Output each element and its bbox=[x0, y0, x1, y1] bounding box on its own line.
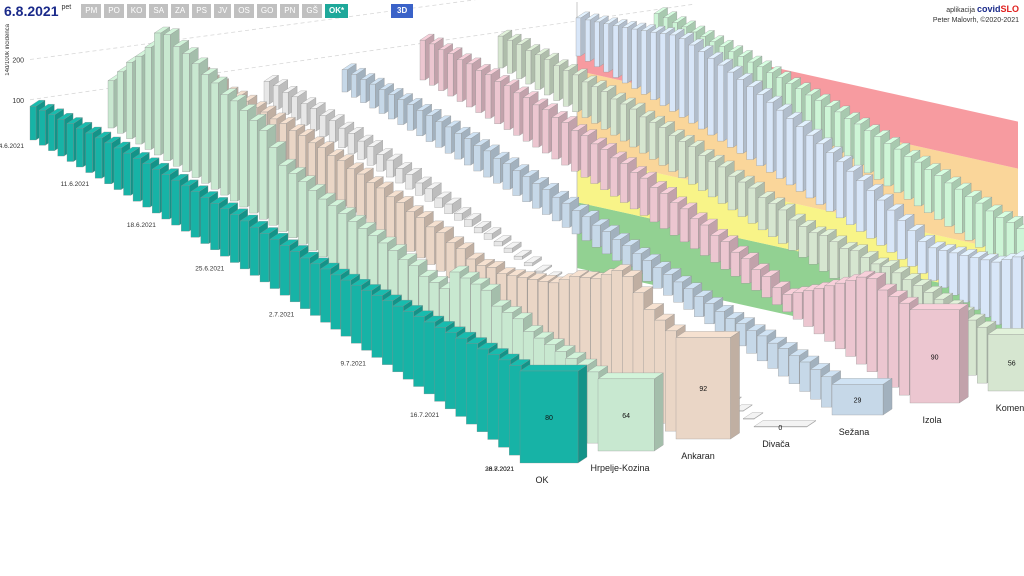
x-tick-label-5: 9.7.2021 bbox=[341, 360, 367, 367]
region-button-7[interactable]: OS bbox=[234, 4, 254, 18]
bar-divača-48 bbox=[742, 412, 764, 420]
row-label-izola: Izola bbox=[922, 415, 941, 425]
bar-divača-19 bbox=[444, 197, 462, 215]
row-label-divača: Divača bbox=[762, 439, 790, 449]
view-3d-button[interactable]: 3D bbox=[391, 4, 414, 18]
value-label-sežana: 29 bbox=[854, 398, 862, 405]
bar-divača-24 bbox=[493, 235, 512, 247]
region-button-8[interactable]: GO bbox=[256, 4, 278, 18]
x-axis-ticks: 4.6.2021 11.6.2021 18.6.2021 25.6.2021 2.7.2… bbox=[0, 143, 514, 473]
row-label-komen: Komen bbox=[996, 403, 1024, 413]
app-prefix: aplikacija bbox=[946, 7, 976, 14]
bar-divača-21 bbox=[463, 213, 482, 227]
region-button-10[interactable]: GŠ bbox=[302, 4, 322, 18]
app-name-part1[interactable]: covid bbox=[976, 4, 1001, 14]
y-axis-label: 14d/100k incidenca bbox=[5, 24, 11, 76]
x-tick-label-6: 16.7.2021 bbox=[410, 412, 439, 419]
bar-divača-20 bbox=[453, 207, 472, 221]
region-button-1[interactable]: PO bbox=[104, 4, 124, 18]
bar-hrpelje-kozina-49 bbox=[597, 372, 664, 452]
bar-komen-49 bbox=[987, 328, 1024, 392]
value-labels: 806492029905610466 bbox=[545, 354, 1016, 432]
value-label-divača: 0 bbox=[778, 425, 782, 432]
x-tick-label-3: 25.6.2021 bbox=[195, 266, 224, 273]
region-button-3[interactable]: SA bbox=[149, 4, 169, 18]
row-labels: OK Hrpelje-Kozina Ankaran Divača Sežana Izola… bbox=[535, 403, 1024, 485]
bar-divača-15 bbox=[405, 167, 423, 190]
row-label-sežana: Sežana bbox=[839, 427, 870, 437]
region-buttons: PM PO KO SA ZA PS JV OS GO PN GŠ OK* bbox=[81, 4, 351, 18]
bar-ankaran-49 bbox=[675, 331, 741, 440]
row-label-ok: OK bbox=[535, 475, 548, 485]
bar-koper-44 bbox=[1011, 250, 1024, 341]
y-axis-ticks: 100 200 bbox=[12, 58, 24, 105]
region-button-9[interactable]: PN bbox=[280, 4, 300, 18]
bar-divača-49 bbox=[753, 420, 817, 428]
bar-divača-25 bbox=[503, 241, 522, 253]
region-button-6[interactable]: JV bbox=[213, 4, 232, 18]
region-button-11[interactable]: OK* bbox=[324, 4, 349, 18]
region-button-4[interactable]: ZA bbox=[171, 4, 190, 18]
value-label-komen: 56 bbox=[1008, 361, 1016, 368]
bar-divača-23 bbox=[483, 227, 502, 240]
current-date: 6.8.2021 bbox=[4, 3, 59, 19]
app-name-part2[interactable]: SLO bbox=[1000, 4, 1019, 14]
value-label-ankaran: 92 bbox=[699, 386, 707, 393]
value-label-ok: 80 bbox=[545, 415, 553, 422]
x-tick-label-7: 23.7.2021 bbox=[485, 466, 514, 473]
bar-izola-49 bbox=[909, 303, 969, 404]
region-button-5[interactable]: PS bbox=[192, 4, 211, 18]
y-tick-label-1: 200 bbox=[12, 58, 24, 65]
bars bbox=[29, 7, 1024, 464]
bar-divača-22 bbox=[473, 221, 492, 234]
value-label-hrpelje-kozina: 64 bbox=[622, 413, 630, 420]
author: Peter Malovrh, ©2020-2021 bbox=[932, 17, 1019, 24]
row-label-ankaran: Ankaran bbox=[681, 451, 715, 461]
bar-divača-26 bbox=[513, 249, 532, 260]
row-label-hrpelje-kozina: Hrpelje-Kozina bbox=[590, 463, 649, 473]
app-credit: aplikacija covidSLO Peter Malovrh, ©2020… bbox=[933, 4, 1019, 26]
x-tick-label-9: 6.8.2021 bbox=[489, 466, 515, 473]
region-button-2[interactable]: KO bbox=[126, 4, 147, 18]
bar-ok-49 bbox=[519, 364, 588, 464]
value-label-izola: 90 bbox=[931, 354, 939, 361]
region-button-0[interactable]: PM bbox=[81, 4, 102, 18]
bar-sežana-49 bbox=[831, 378, 893, 416]
current-weekday: pet bbox=[61, 4, 72, 11]
x-tick-label-4: 2.7.2021 bbox=[269, 312, 295, 319]
bar-divača-27 bbox=[523, 256, 543, 267]
y-tick-label-0: 100 bbox=[12, 98, 24, 105]
x-tick-label-1: 11.6.2021 bbox=[61, 181, 90, 188]
x-tick-label-8: 30.7.2021 bbox=[485, 466, 514, 473]
bar-divača-28 bbox=[533, 264, 553, 273]
top-bar: 6.8.2021 pet PM PO KO SA ZA PS JV OS GO PN GŠ OK* bbox=[4, 3, 351, 19]
x-tick-label-2: 18.6.2021 bbox=[127, 222, 156, 229]
x-tick-label-0: 4.6.2021 bbox=[0, 143, 24, 150]
